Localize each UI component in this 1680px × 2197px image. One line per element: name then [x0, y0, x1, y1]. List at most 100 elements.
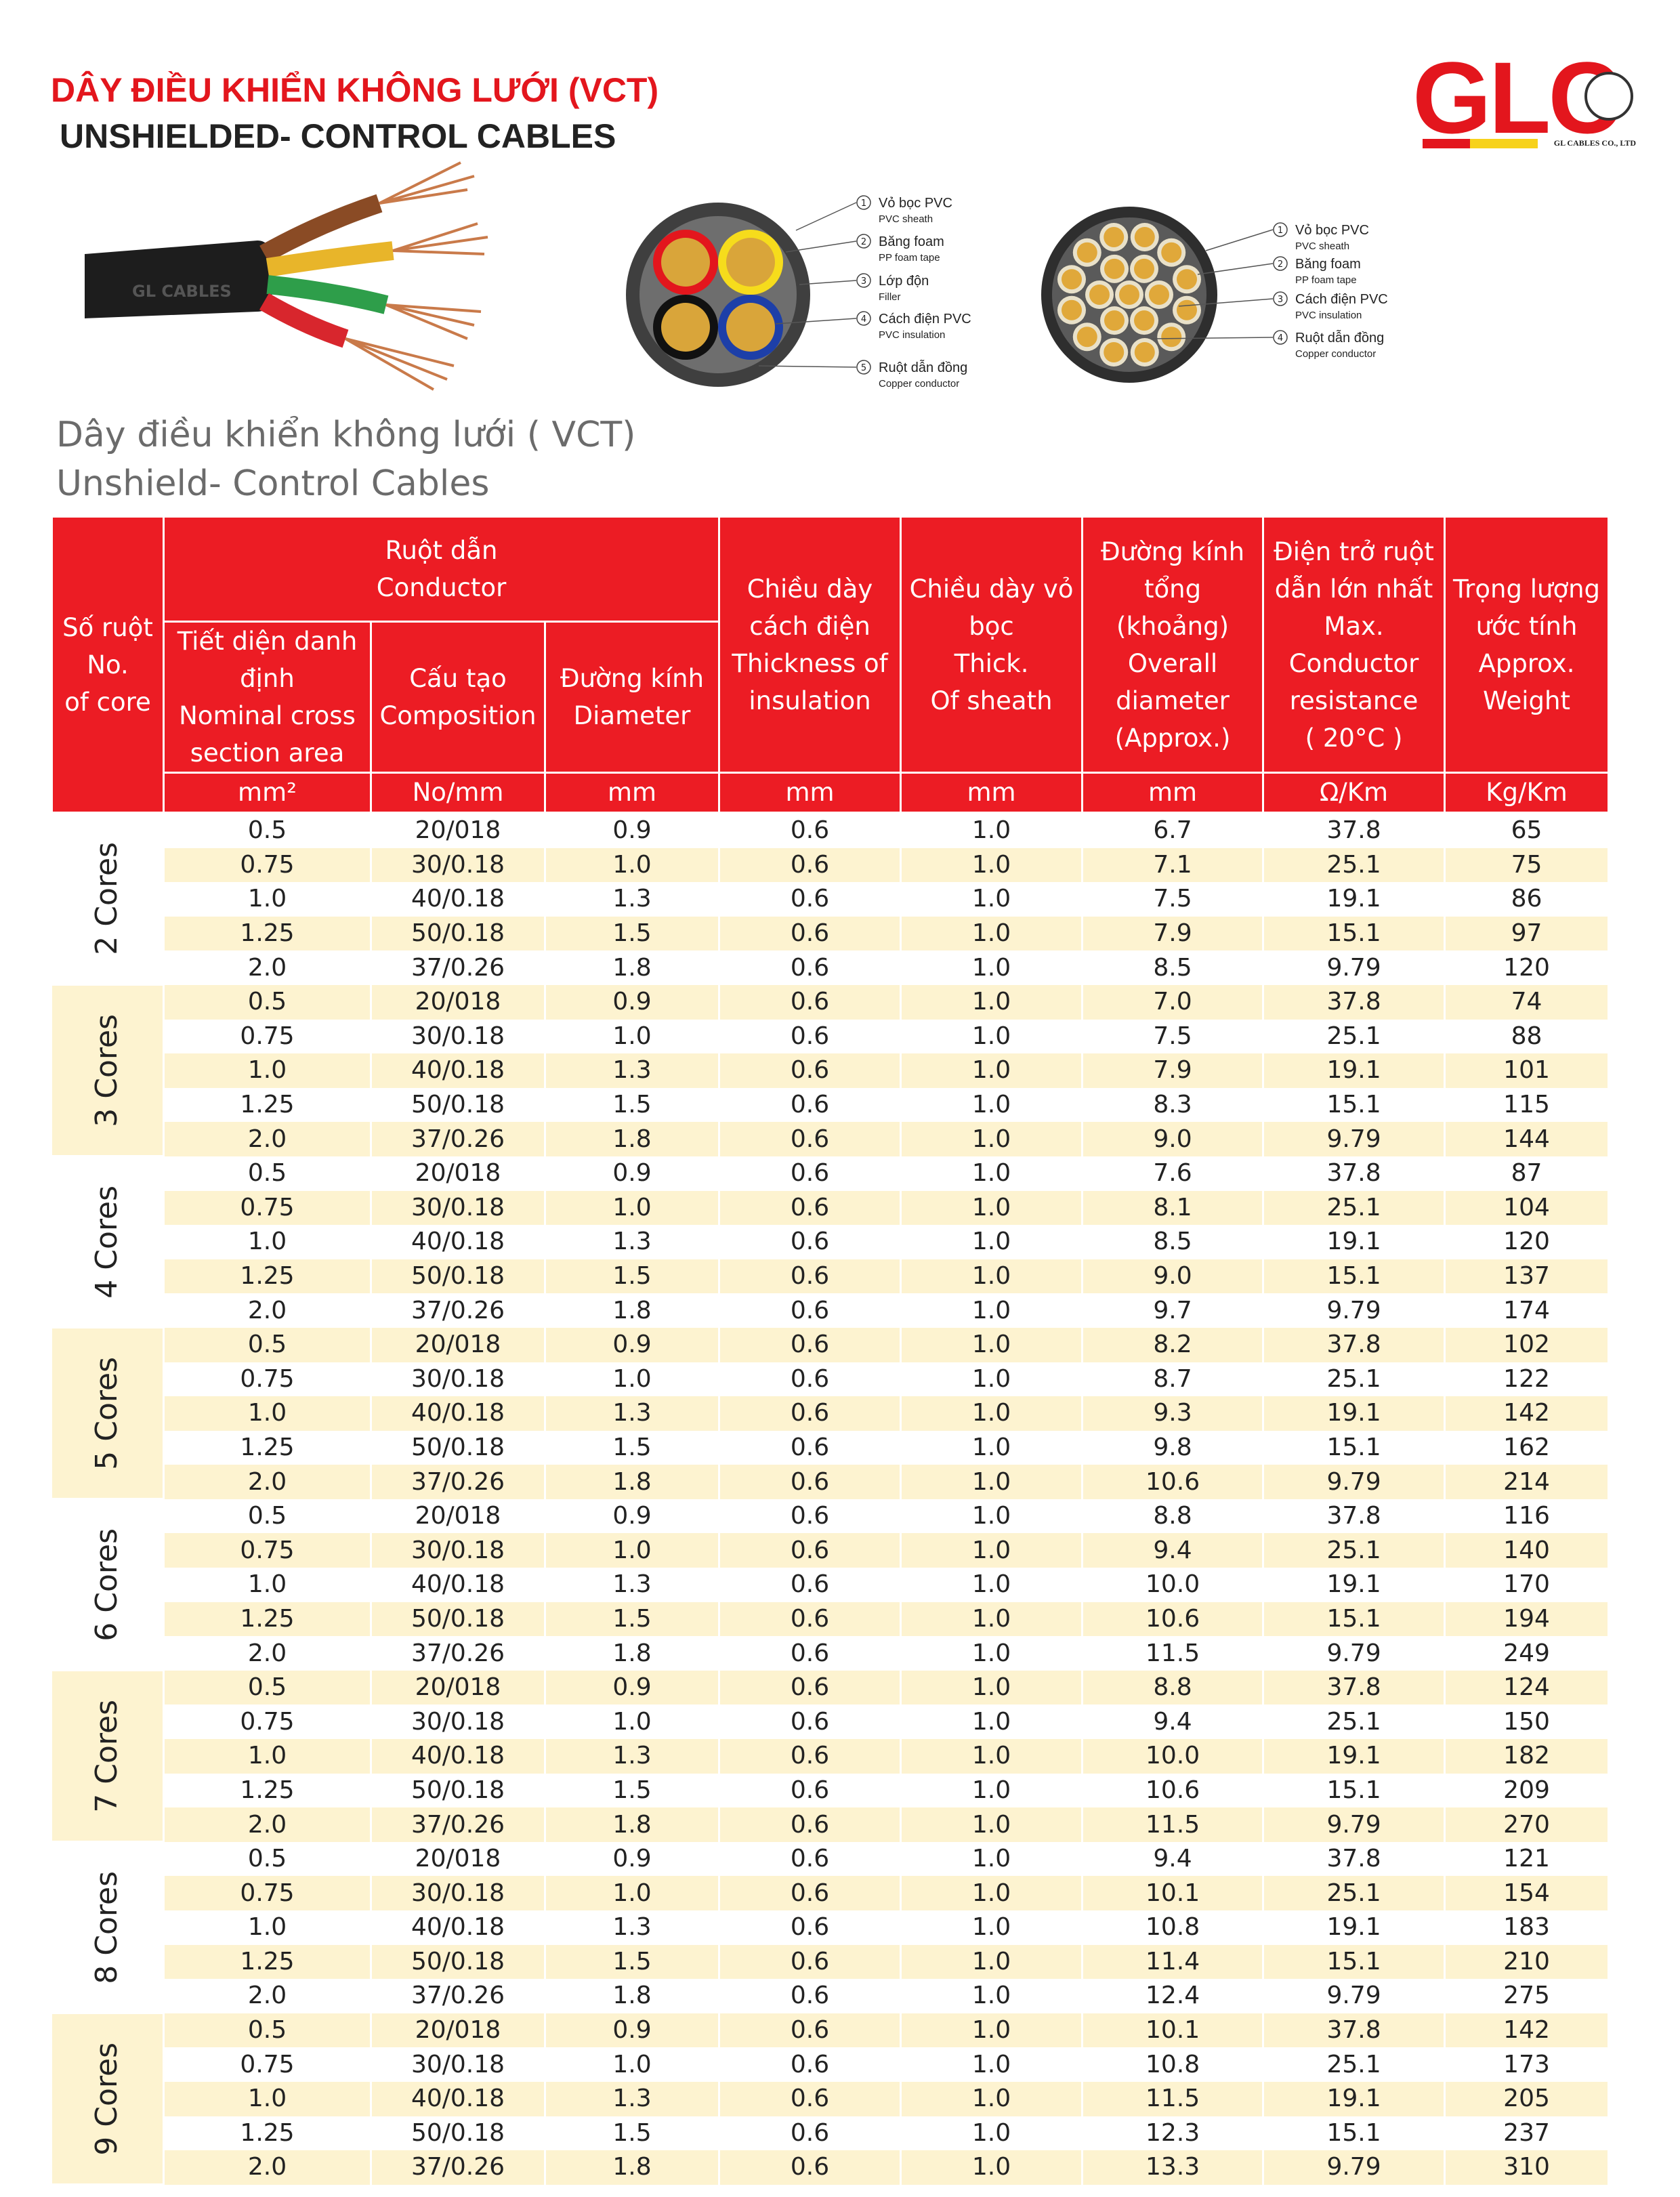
data-cell: 0.6 — [719, 1327, 902, 1362]
core-conductor — [1134, 258, 1154, 279]
data-cell: 101 — [1444, 1053, 1610, 1088]
data-cell: 37.8 — [1263, 2013, 1446, 2048]
data-cell: 20/018 — [371, 1499, 546, 1534]
data-cell: 0.6 — [719, 916, 902, 951]
data-cell: 20/018 — [371, 1841, 546, 1877]
data-cell: 1.0 — [900, 1739, 1084, 1774]
data-row: 8 Cores 0.5 20/018 0.9 0.6 1.0 9.4 37.8 121 — [51, 1841, 1610, 2015]
data-cell: 0.6 — [719, 2047, 902, 2082]
core-cell: 3 Cores — [51, 984, 165, 1158]
core-conductor — [1134, 310, 1154, 331]
data-cell: 1.0 — [900, 882, 1084, 917]
data-cell: 120 — [1444, 1225, 1610, 1259]
data-cell: 210 — [1444, 1944, 1610, 1980]
label-number: 4 — [861, 314, 866, 325]
data-cell: 1.0 — [545, 2047, 721, 2082]
data-cell: 1.0 — [900, 1156, 1084, 1191]
data-cell: 86 — [1444, 882, 1610, 917]
data-cell: 1.5 — [545, 916, 721, 951]
label-vi: Lớp độn — [879, 274, 929, 289]
data-cell: 8.5 — [1082, 1225, 1265, 1259]
data-cell: 37.8 — [1263, 1670, 1446, 1705]
label-marker — [856, 360, 871, 375]
label-marker — [856, 195, 871, 210]
data-cell: 1.0 — [900, 1396, 1084, 1431]
header-line: Weight — [1483, 686, 1570, 715]
data-cell: 1.0 — [163, 1053, 372, 1088]
label-marker — [856, 273, 871, 288]
data-cell: 0.6 — [719, 1499, 902, 1534]
cable-photo: GL CABLES — [85, 161, 488, 391]
data-cell: 0.75 — [163, 1190, 372, 1226]
leader-line — [785, 240, 857, 253]
data-cell: 9.79 — [1263, 2150, 1446, 2185]
data-cell: 40/0.18 — [371, 1568, 546, 1602]
data-cell: 0.6 — [719, 984, 902, 1020]
data-cell: 1.5 — [545, 1259, 721, 1294]
data-cell: 0.9 — [545, 1499, 721, 1534]
data-cell: 0.6 — [719, 1841, 902, 1877]
data-cell: 0.5 — [163, 1499, 372, 1534]
header-line: Tiết diện danh — [177, 627, 358, 656]
data-row: 2.0 37/0.26 1.8 0.6 1.0 10.6 9.79 214 — [52, 1465, 1610, 1499]
header-line: Conductor — [1288, 648, 1419, 678]
data-cell: 310 — [1444, 2150, 1610, 2185]
data-cell: 0.6 — [719, 812, 902, 848]
header-cell: Đường kính Diameter — [543, 621, 721, 774]
data-cell: 275 — [1444, 1979, 1610, 2013]
data-cell: 0.5 — [163, 812, 372, 848]
subtitle: Dây điều khiển không lưới ( VCT) — [56, 415, 636, 455]
unit-cell: No/mm — [370, 772, 546, 814]
data-cell: 1.25 — [163, 1944, 372, 1980]
leader-line — [1197, 263, 1274, 275]
data-cell: 9.8 — [1082, 1430, 1265, 1465]
data-row: 0.75 30/0.18 1.0 0.6 1.0 9.4 25.1 140 — [52, 1533, 1610, 1568]
data-cell: 8.1 — [1082, 1190, 1265, 1226]
data-cell: 1.5 — [545, 1773, 721, 1808]
data-cell: 1.25 — [163, 1259, 372, 1294]
data-row: 6 Cores 0.5 20/018 0.9 0.6 1.0 8.8 37.8 116 — [51, 1499, 1610, 1672]
header-cell: Số ruột No. of core — [51, 516, 165, 814]
data-cell: 9.0 — [1082, 1122, 1265, 1156]
data-cell: 0.6 — [719, 2116, 902, 2151]
data-cell: 1.0 — [900, 1293, 1084, 1328]
label-vi: Ruột dẫn đồng — [1295, 330, 1384, 346]
header-line: ước tính — [1475, 611, 1578, 641]
data-cell: 1.0 — [900, 1636, 1084, 1671]
data-cell: 115 — [1444, 1087, 1610, 1123]
data-cell: 122 — [1444, 1362, 1610, 1397]
data-cell: 1.0 — [900, 2081, 1084, 2116]
data-cell: 209 — [1444, 1773, 1610, 1808]
data-row: 1.25 50/0.18 1.5 0.6 1.0 11.4 15.1 210 — [52, 1944, 1610, 1980]
data-cell: 19.1 — [1263, 1396, 1446, 1431]
data-cell: 15.1 — [1263, 916, 1446, 951]
data-cell: 182 — [1444, 1739, 1610, 1774]
data-row: 1.25 50/0.18 1.5 0.6 1.0 12.3 15.1 237 — [52, 2116, 1610, 2151]
data-cell: 75 — [1444, 848, 1610, 883]
leader-line — [1151, 337, 1274, 339]
label-number: 4 — [1278, 333, 1283, 343]
data-row: 5 Cores 0.5 20/018 0.9 0.6 1.0 8.2 37.8 102 — [51, 1327, 1610, 1501]
label-vi: Cách điện PVC — [1295, 292, 1388, 307]
data-cell: 1.0 — [900, 1465, 1084, 1499]
data-cell: 0.75 — [163, 1362, 372, 1397]
data-cell: 40/0.18 — [371, 882, 546, 917]
data-cell: 0.6 — [719, 1533, 902, 1568]
title: DÂY ĐIỀU KHIỂN KHÔNG LƯỚI (VCT) — [51, 71, 659, 109]
data-row: 1.0 40/0.18 1.3 0.6 1.0 7.9 19.1 101 — [52, 1053, 1610, 1088]
data-row: 2.0 37/0.26 1.8 0.6 1.0 9.0 9.79 144 — [52, 1122, 1610, 1156]
data-cell: 9.79 — [1263, 1636, 1446, 1671]
title-en: UNSHIELDED- CONTROL CABLES — [60, 117, 616, 155]
data-row: 2.0 37/0.26 1.8 0.6 1.0 13.3 9.79 310 — [52, 2150, 1610, 2185]
data-cell: 25.1 — [1263, 1704, 1446, 1740]
data-row: 0.75 30/0.18 1.0 0.6 1.0 8.7 25.1 122 — [52, 1362, 1610, 1397]
data-cell: 7.5 — [1082, 882, 1265, 917]
label-vi: Băng foam — [879, 234, 944, 249]
header-line: dẫn lớn nhất — [1274, 574, 1433, 604]
data-cell: 0.6 — [719, 1053, 902, 1088]
data-cell: 9.79 — [1263, 1465, 1446, 1499]
data-cell: 0.6 — [719, 2081, 902, 2116]
label-en: PP foam tape — [1295, 274, 1357, 286]
data-cell: 15.1 — [1263, 1430, 1446, 1465]
data-cell: 1.8 — [545, 1979, 721, 2013]
